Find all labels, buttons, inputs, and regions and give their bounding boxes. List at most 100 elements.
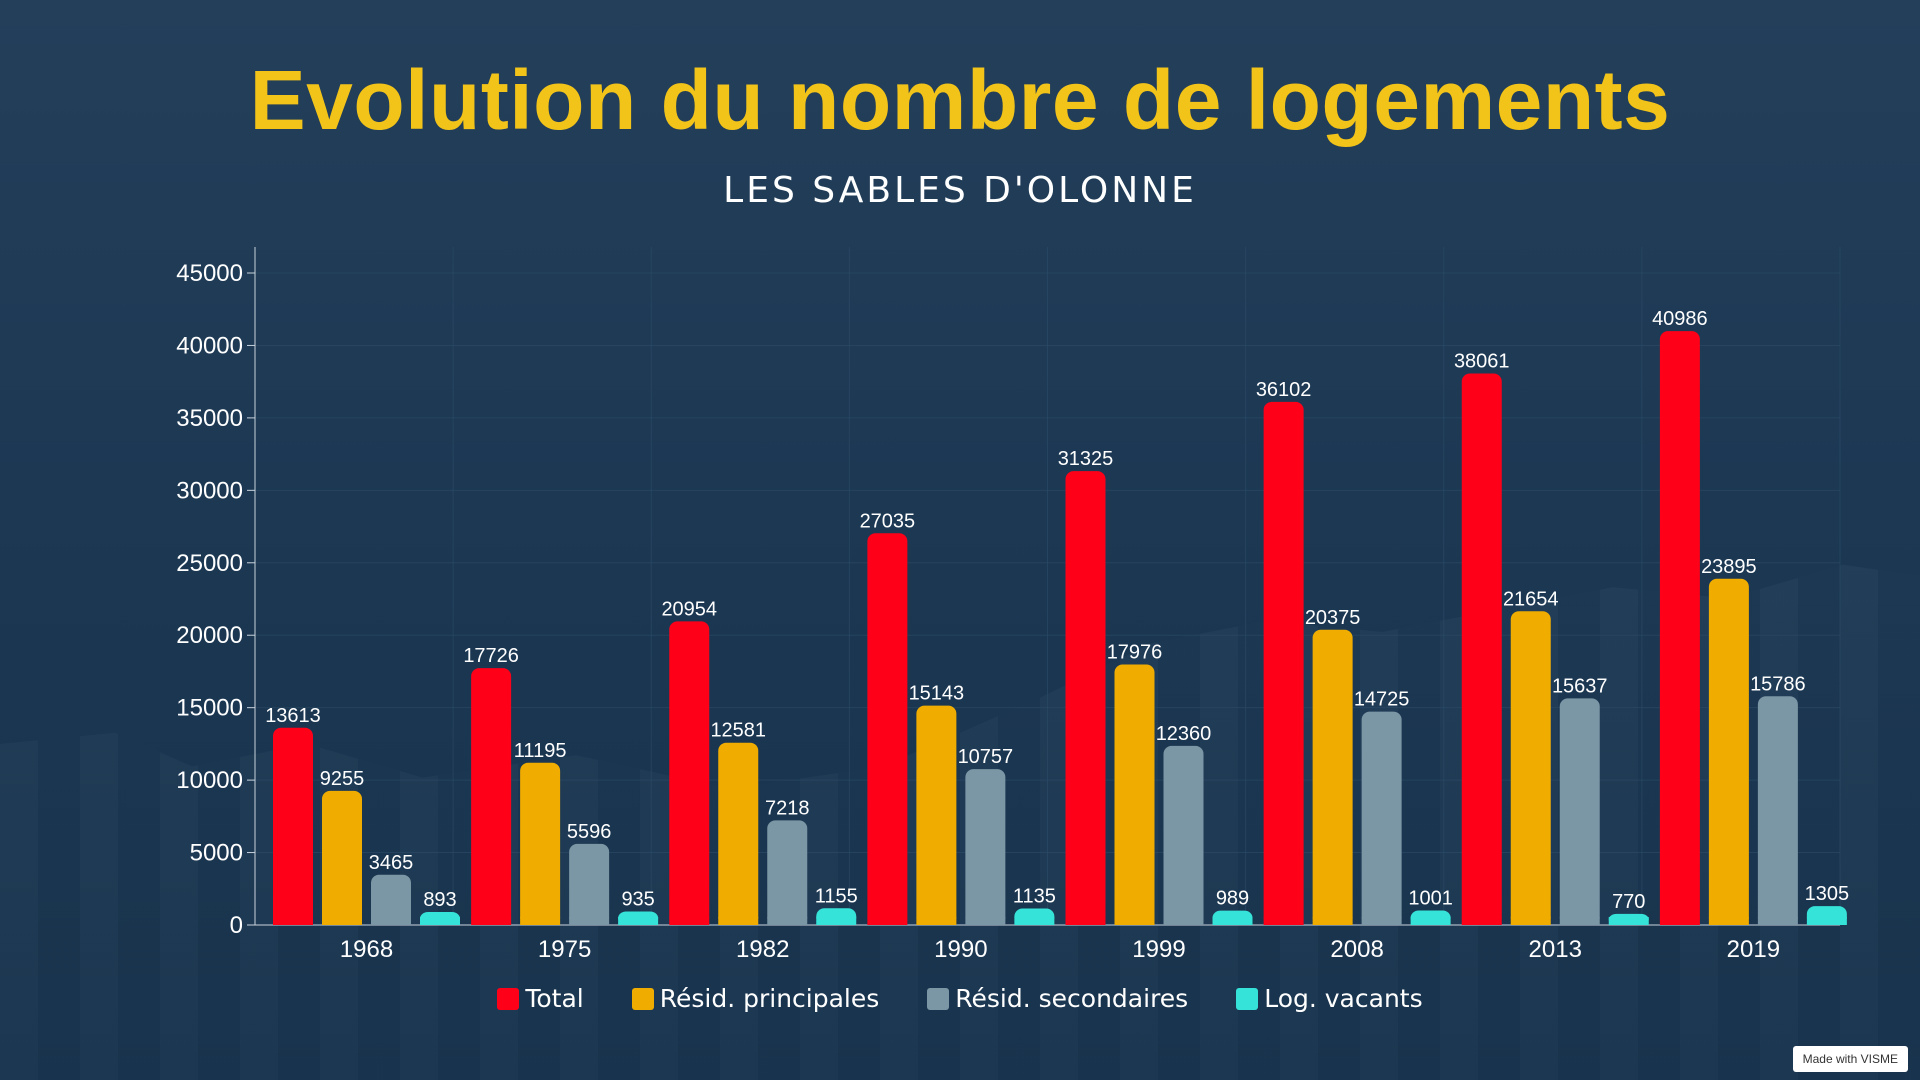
bar-base — [1559, 917, 1600, 925]
bar — [322, 790, 362, 925]
bar-base — [273, 917, 313, 925]
bar-base — [718, 917, 759, 925]
data-label: 7218 — [765, 797, 810, 819]
data-label: 989 — [1216, 888, 1249, 910]
legend-swatch — [497, 987, 520, 1010]
data-label: 31325 — [1058, 448, 1114, 470]
data-label: 935 — [621, 888, 654, 910]
bar-base — [1263, 917, 1304, 925]
bar-base — [1114, 917, 1155, 925]
data-label: 12360 — [1156, 723, 1212, 745]
data-label: 5596 — [567, 821, 612, 843]
x-tick-label: 1999 — [1132, 936, 1185, 963]
legend-item-total[interactable]: Total — [497, 984, 584, 1013]
bar — [1510, 611, 1551, 925]
x-tick-label: 1990 — [934, 936, 987, 963]
bar-base — [1608, 917, 1649, 925]
x-tick-label: 2013 — [1529, 936, 1582, 963]
data-label: 12581 — [710, 720, 766, 742]
y-tick-label: 35000 — [176, 405, 243, 432]
bar-base — [618, 917, 659, 925]
bar-base — [1510, 917, 1551, 925]
bar — [1114, 664, 1155, 925]
bar-base — [1312, 917, 1353, 925]
bar — [569, 843, 610, 925]
data-label: 38061 — [1454, 351, 1510, 373]
data-label: 20375 — [1305, 607, 1361, 629]
made-with-badge[interactable]: Made with VISME — [1792, 1046, 1908, 1072]
y-tick-label: 25000 — [176, 550, 243, 577]
legend-label: Log. vacants — [1264, 984, 1423, 1013]
x-tick-label: 2019 — [1727, 936, 1780, 963]
bar-base — [1410, 917, 1451, 925]
data-label: 1001 — [1408, 887, 1453, 909]
bar-base — [322, 917, 362, 925]
x-tick-label: 1968 — [340, 936, 393, 963]
bar-base — [1659, 917, 1700, 925]
data-label: 770 — [1612, 891, 1645, 913]
bar-base — [816, 917, 857, 925]
bar-base — [1461, 917, 1502, 925]
y-tick-label: 10000 — [176, 767, 243, 794]
data-label: 15143 — [909, 683, 965, 705]
y-tick-label: 45000 — [176, 260, 243, 287]
x-tick-label: 1975 — [538, 936, 591, 963]
chart-legend: Total Résid. principales Résid. secondai… — [0, 984, 1920, 1013]
bar-base — [520, 917, 561, 925]
bar-base — [1708, 917, 1749, 925]
bar — [1659, 331, 1700, 925]
data-label: 15637 — [1552, 675, 1608, 697]
bar — [669, 621, 710, 925]
bar-base — [420, 917, 460, 925]
bar-base — [1065, 917, 1106, 925]
legend-label: Résid. principales — [659, 984, 880, 1013]
legend-swatch — [927, 987, 950, 1010]
data-label: 20954 — [661, 598, 717, 620]
chart-subtitle: LES SABLES D'OLONNE — [723, 170, 1197, 211]
bar — [718, 742, 759, 925]
bar-base — [1014, 917, 1055, 925]
y-tick-label: 20000 — [176, 622, 243, 649]
bar — [916, 705, 957, 925]
y-tick-label: 5000 — [190, 840, 243, 867]
legend-swatch — [631, 987, 654, 1010]
y-tick-label: 0 — [230, 912, 243, 939]
bar — [1757, 696, 1798, 925]
legend-item-resid-secondaires[interactable]: Résid. secondaires — [927, 984, 1188, 1013]
data-label: 11195 — [514, 740, 567, 762]
data-label: 9255 — [320, 768, 365, 790]
bar — [273, 727, 313, 925]
data-label: 27035 — [860, 510, 916, 532]
bar-base — [471, 917, 512, 925]
bar — [1163, 745, 1204, 925]
data-label: 893 — [423, 889, 456, 911]
y-tick-label: 30000 — [176, 477, 243, 504]
bar-base — [916, 917, 957, 925]
bar — [965, 769, 1006, 925]
bar — [520, 762, 561, 925]
data-label: 40986 — [1652, 308, 1708, 330]
bar — [1559, 698, 1600, 925]
bar — [767, 820, 808, 925]
bar — [1065, 471, 1106, 925]
data-label: 23895 — [1701, 556, 1757, 578]
data-label: 3465 — [369, 852, 414, 874]
bar — [471, 668, 512, 925]
data-label: 1135 — [1013, 886, 1056, 908]
bar — [1461, 373, 1502, 925]
x-tick-label: 2008 — [1330, 936, 1383, 963]
data-label: 1305 — [1805, 883, 1850, 905]
bar-base — [1806, 917, 1847, 925]
legend-item-log-vacants[interactable]: Log. vacants — [1236, 984, 1423, 1013]
bar-base — [1361, 917, 1402, 925]
data-label: 21654 — [1503, 588, 1559, 610]
x-tick-label: 1982 — [736, 936, 789, 963]
bar — [1361, 711, 1402, 925]
bar-base — [1163, 917, 1204, 925]
legend-item-resid-principales[interactable]: Résid. principales — [631, 984, 880, 1013]
data-label: 36102 — [1256, 379, 1312, 401]
bar-base — [569, 917, 610, 925]
bar-base — [371, 917, 411, 925]
bar — [1312, 629, 1353, 925]
